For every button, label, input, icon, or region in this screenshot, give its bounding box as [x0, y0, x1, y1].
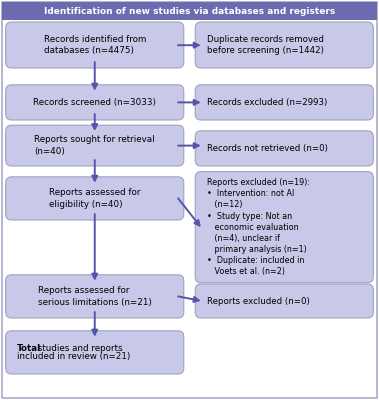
Text: Reports sought for retrieval
(n=40): Reports sought for retrieval (n=40) — [34, 135, 155, 156]
Text: Records excluded (n=2993): Records excluded (n=2993) — [207, 98, 327, 107]
Text: Duplicate records removed
before screening (n=1442): Duplicate records removed before screeni… — [207, 35, 323, 55]
FancyBboxPatch shape — [195, 131, 373, 166]
FancyBboxPatch shape — [6, 331, 184, 374]
Text: studies and reports: studies and reports — [35, 344, 123, 353]
FancyBboxPatch shape — [6, 85, 184, 120]
FancyBboxPatch shape — [2, 2, 377, 20]
Text: Identification of new studies via databases and registers: Identification of new studies via databa… — [44, 6, 335, 16]
FancyBboxPatch shape — [195, 284, 373, 318]
Text: Reports assessed for
eligibility (n=40): Reports assessed for eligibility (n=40) — [49, 188, 141, 209]
FancyBboxPatch shape — [195, 22, 373, 68]
Text: Records not retrieved (n=0): Records not retrieved (n=0) — [207, 144, 327, 153]
Text: Reports excluded (n=19):
•  Intervention: not AI
   (n=12)
•  Study type: Not an: Reports excluded (n=19): • Intervention:… — [207, 178, 310, 276]
FancyBboxPatch shape — [195, 85, 373, 120]
FancyBboxPatch shape — [195, 172, 373, 283]
Text: Reports excluded (n=0): Reports excluded (n=0) — [207, 296, 309, 306]
FancyBboxPatch shape — [2, 2, 377, 398]
Text: Records identified from
databases (n=4475): Records identified from databases (n=447… — [44, 35, 146, 55]
FancyBboxPatch shape — [6, 275, 184, 318]
FancyBboxPatch shape — [6, 125, 184, 166]
FancyBboxPatch shape — [6, 177, 184, 220]
Text: included in review (n=21): included in review (n=21) — [17, 352, 130, 360]
FancyBboxPatch shape — [6, 22, 184, 68]
Text: Records screened (n=3033): Records screened (n=3033) — [33, 98, 156, 107]
Text: Total: Total — [17, 344, 41, 353]
Text: Reports assessed for
serious limitations (n=21): Reports assessed for serious limitations… — [38, 286, 152, 307]
